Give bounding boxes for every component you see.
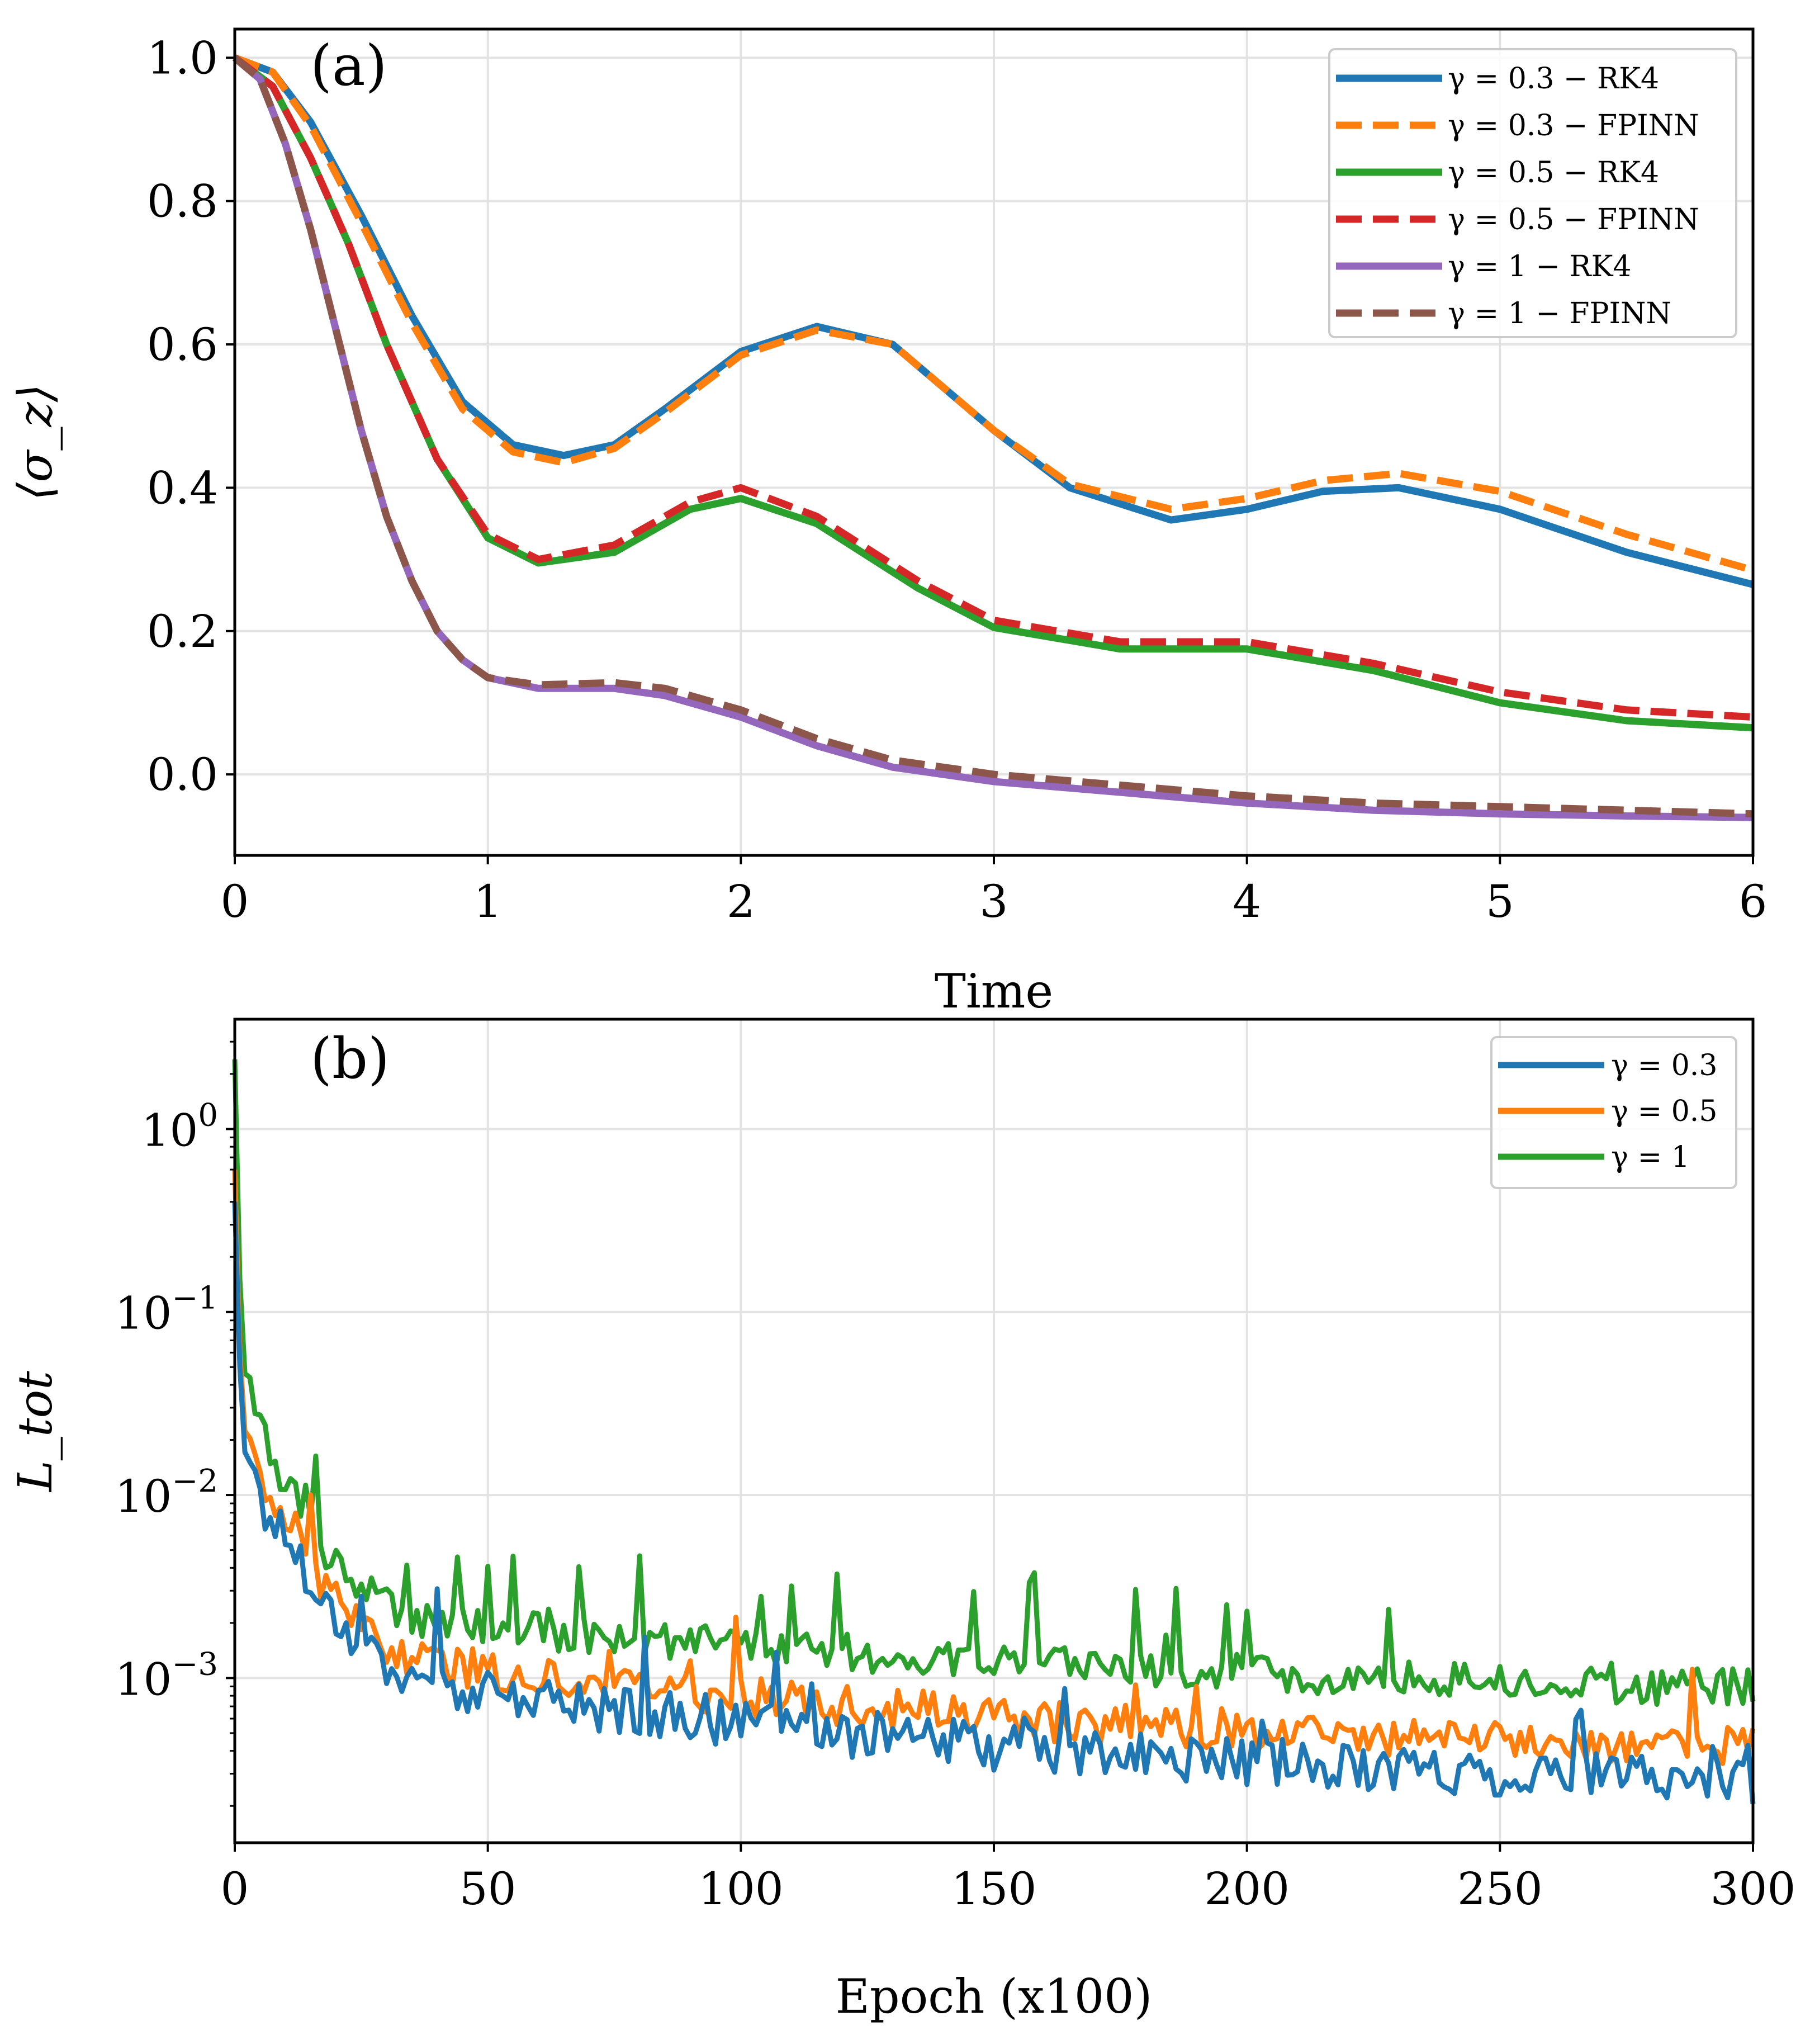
panel-a-legend-label: γ = 1 − RK4 [1448,250,1632,283]
panel-b-legend: γ = 0.3 γ = 0.5 γ = 1 [1490,1036,1737,1189]
panel-b-ytick-exponent: −2 [172,1463,218,1499]
panel-a-legend-label: γ = 0.3 − FPINN [1448,109,1699,143]
panel-a-xtick-label: 1 [473,876,502,928]
panel-b-ylabel: L_tot [8,1371,63,1493]
panel-a-ytick-label: 0.6 [147,319,218,371]
panel-b-xtick-label: 250 [1457,1863,1543,1915]
panel-a-xtick-label: 0 [221,876,249,928]
panel-a-legend-label: γ = 1 − FPINN [1448,297,1671,330]
panel-a-ylabel: ⟨σ_z⟩ [8,384,63,500]
panel-b-legend-label: γ = 0.3 [1611,1049,1717,1082]
panel-b-xtick-label: 0 [221,1863,249,1915]
panel-a-ytick-label: 0.8 [147,176,218,228]
panel-b-series-line [232,1169,1756,1766]
panel-b-ytick-base: 10 [141,1104,198,1156]
panel-a-xtick-label: 3 [980,876,1008,928]
panel-a-ytick-label: 0.2 [147,605,218,657]
panel-a-legend-label: γ = 0.3 − RK4 [1448,62,1659,96]
panel-a-series-line [233,54,1754,574]
panel-a-ytick-label: 0.4 [147,462,218,514]
panel-b-ytick-label: 10−1 [115,1280,218,1340]
panel-b-ytick-base: 10 [115,1653,172,1705]
panel-b-ytick-exponent: −3 [172,1646,218,1682]
panel-a-series-line [232,55,1754,818]
panel-b-xtick-label: 150 [951,1863,1037,1915]
panel-b-ytick-base: 10 [115,1288,172,1340]
panel-b-ytick-label: 10−3 [115,1646,218,1705]
panel-a-xtick-label: 4 [1233,876,1261,928]
panel-b-series-line [232,1201,1756,1804]
panel-b-xtick-label: 300 [1711,1863,1796,1915]
panel-a-series-line [233,55,1754,721]
panel-a-xtick-label: 2 [727,876,755,928]
panel-b-ytick-exponent: 0 [198,1097,218,1133]
panel-b-ytick-base: 10 [115,1470,172,1522]
panel-a-xtick-label: 6 [1739,876,1768,928]
panel-a-label: (a) [310,33,387,98]
panel-b-ytick-label: 100 [141,1097,218,1156]
panel-a-legend: γ = 0.3 − RK4 γ = 0.3 − FPINN γ = 0.5 − RK… [1328,48,1737,338]
panel-a-series-lines [232,54,1754,821]
panel-a-ytick-label: 1.0 [147,32,218,84]
panel-b-legend-box [1490,1036,1737,1189]
panel-b-xtick-label: 50 [459,1863,517,1915]
panel-a-legend-label: γ = 0.5 − FPINN [1448,203,1699,236]
panel-b-legend-label: γ = 1 [1611,1141,1690,1174]
panel-a-legend-label: γ = 0.5 − RK4 [1448,156,1659,190]
panel-b-xtick-label: 200 [1204,1863,1290,1915]
panel-a-xtick-label: 5 [1486,876,1514,928]
panel-b-label: (b) [310,1026,390,1091]
panel-a-xlabel: Time [935,964,1053,1019]
panel-a-chart: 0 1 2 3 4 5 6 0.0 0.2 0.4 0.6 0.8 1.0 (a) Time ⟨σ_z⟩… [8,27,1768,1019]
panel-b-xtick-label: 100 [698,1863,784,1915]
panel-a-ytick-label: 0.0 [147,749,218,801]
panel-b-series-lines [232,1059,1756,1804]
panel-b-series-line [232,1059,1756,1707]
panel-b-xlabel: Epoch (x100) [836,1969,1153,2024]
panel-b-ytick-label: 10−2 [115,1463,218,1522]
panel-b-ytick-exponent: −1 [172,1280,218,1317]
panel-b-legend-label: γ = 0.5 [1611,1095,1717,1128]
